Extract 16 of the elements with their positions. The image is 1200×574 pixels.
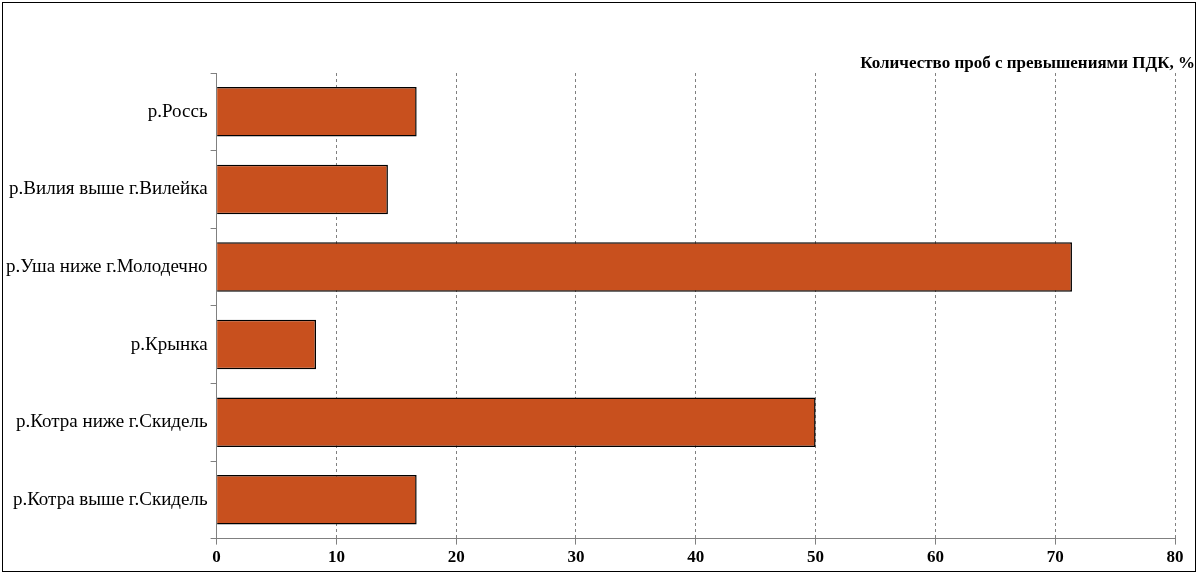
y-tick-label: р.Котра выше г.Скидель — [12, 487, 208, 509]
x-tick-label: 30 — [567, 547, 585, 567]
x-tick-label: 60 — [926, 547, 944, 567]
y-tick-label: р.Крынка — [130, 332, 209, 354]
x-tick-label: 80 — [1166, 547, 1184, 567]
x-tick-label: 40 — [687, 547, 705, 567]
y-tick-label: р.Вилия выше г.Вилейка — [9, 177, 209, 199]
x-tick-label: 0 — [212, 547, 221, 567]
chart-title: Количество проб с превышениями ПДК, % — [860, 53, 1195, 73]
x-tick-label: 20 — [447, 547, 465, 567]
x-tick-label: 70 — [1046, 547, 1064, 567]
x-tick-label: 50 — [807, 547, 825, 567]
y-tick-label: р.Уша ниже г.Молодечно — [5, 254, 208, 276]
y-tick-label: р.Россь — [147, 99, 208, 121]
y-tick-label: р.Котра ниже г.Скидель — [16, 410, 208, 432]
x-tick-label: 10 — [327, 547, 345, 567]
